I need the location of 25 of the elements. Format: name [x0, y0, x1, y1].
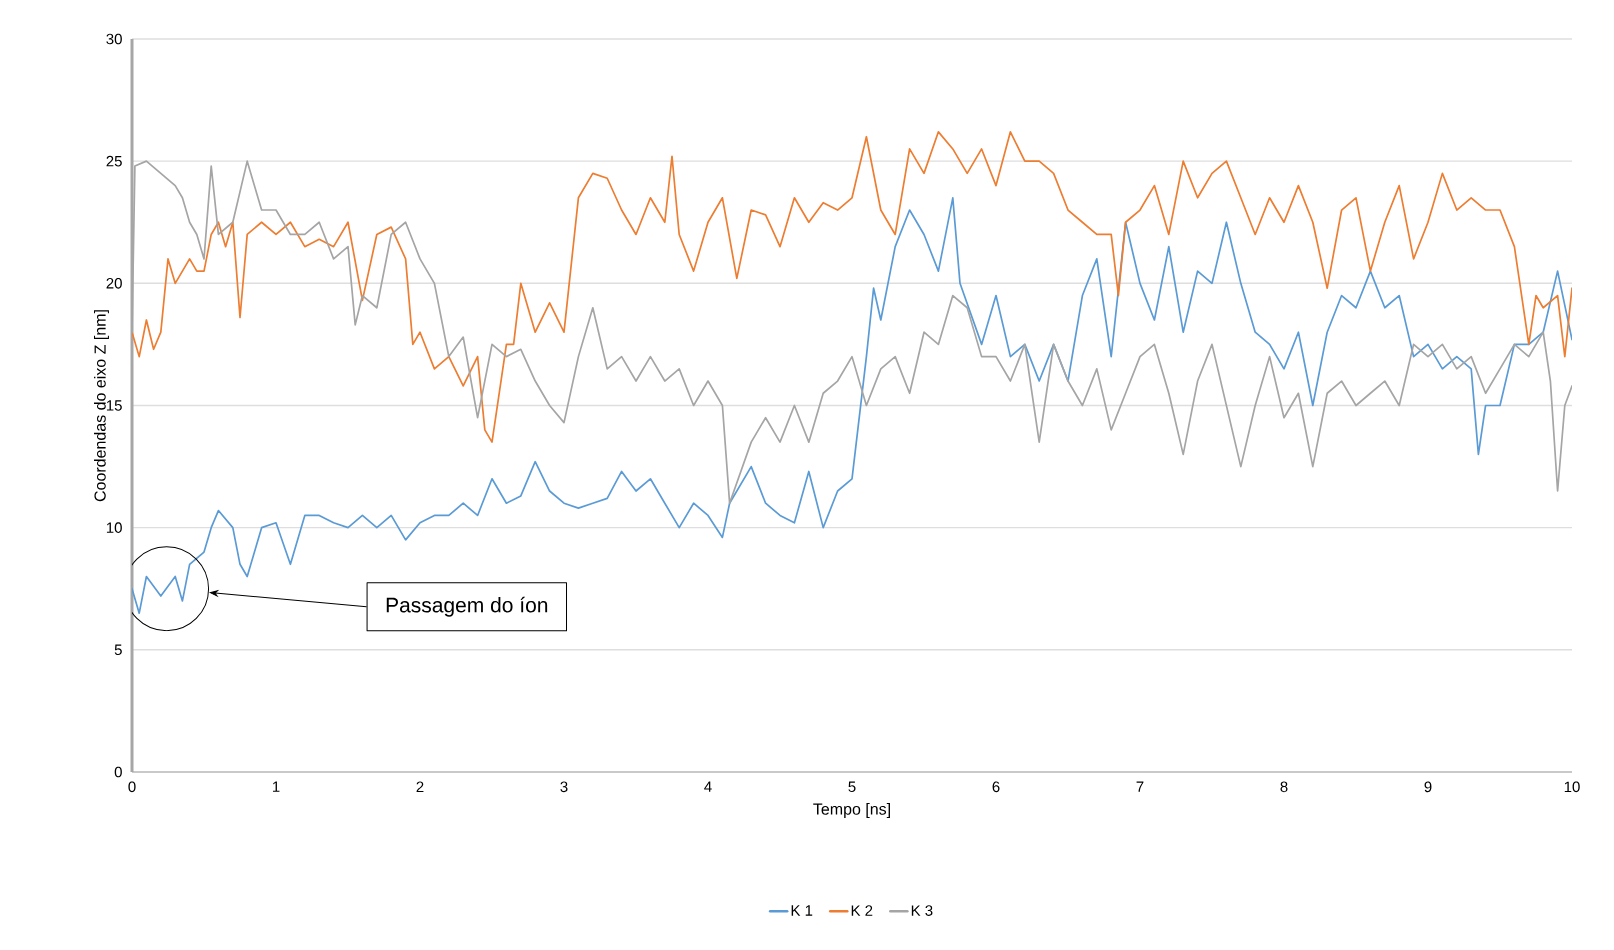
x-tick-label: 9 — [1424, 781, 1432, 793]
x-tick-label: 10 — [1564, 781, 1580, 793]
x-tick-label: 4 — [704, 781, 712, 792]
line-series — [132, 130, 1572, 443]
y-tick-label: 30 — [106, 33, 122, 45]
x-axis-title: Tempo [ns] — [813, 803, 890, 818]
line-series — [132, 196, 1572, 615]
x-tick-label: 2 — [416, 781, 424, 792]
legend-label: K 1 — [791, 905, 813, 916]
x-tick-label: 1 — [272, 781, 280, 792]
y-tick-label: 0 — [114, 766, 122, 778]
y-tick-label: 5 — [114, 644, 122, 656]
y-tick-label: 25 — [106, 155, 122, 167]
annotation: Passagem do íon — [386, 596, 548, 617]
y-tick-label: 20 — [106, 278, 122, 289]
x-tick-label: 6 — [992, 781, 1000, 793]
y-tick-label: 10 — [106, 522, 122, 533]
y-tick-label: 15 — [106, 400, 122, 411]
legend-label: K 2 — [851, 905, 873, 916]
x-tick-label: 7 — [1136, 781, 1144, 792]
legend-label: K 3 — [911, 905, 933, 916]
x-tick-label: 8 — [1280, 781, 1288, 793]
x-tick-label: 0 — [128, 781, 136, 793]
x-tick-label: 3 — [560, 781, 568, 793]
x-tick-label: 5 — [848, 781, 856, 792]
